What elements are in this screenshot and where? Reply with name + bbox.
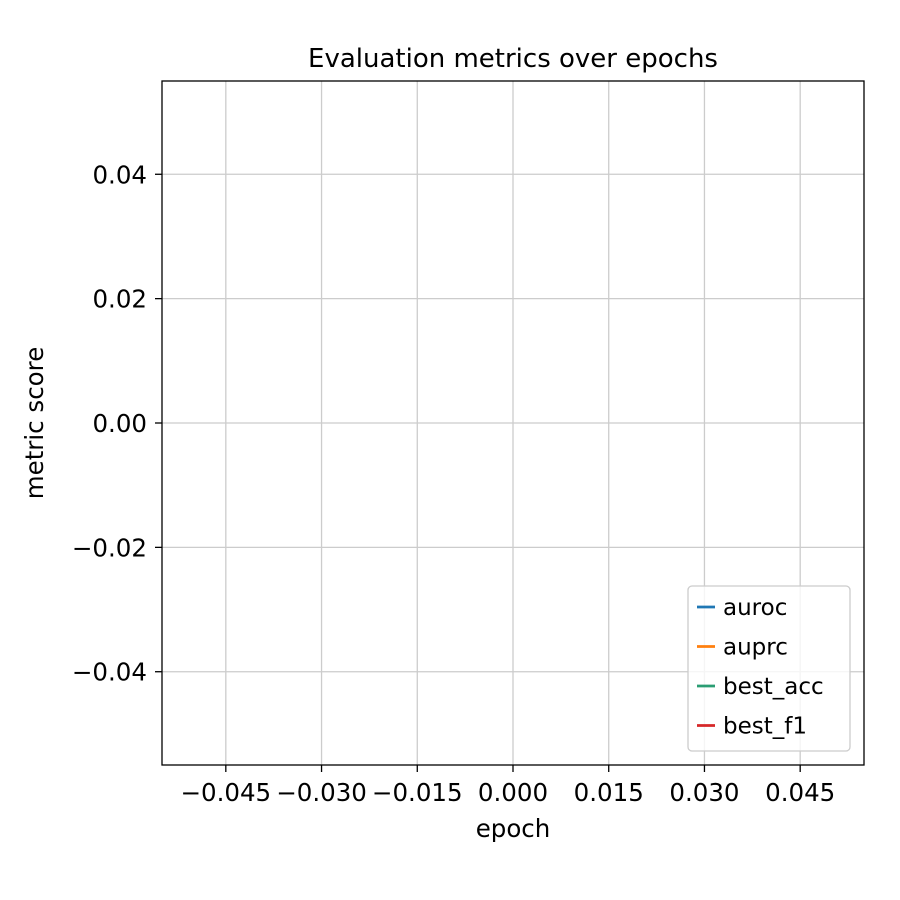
x-tick-label: −0.030 bbox=[276, 778, 367, 807]
chart-title: Evaluation metrics over epochs bbox=[308, 44, 718, 74]
legend-box bbox=[687, 585, 851, 752]
legend: auroc auprc best_acc best_f1 bbox=[687, 585, 851, 752]
y-tick-label: 0.00 bbox=[92, 409, 147, 438]
x-tick-label: 0.045 bbox=[765, 778, 835, 807]
grid-lines bbox=[162, 81, 864, 765]
x-tick-label: −0.015 bbox=[372, 778, 463, 807]
y-axis-label: metric score bbox=[20, 347, 49, 500]
legend-label-auroc: auroc bbox=[723, 595, 787, 621]
y-tick-label: 0.02 bbox=[92, 285, 147, 314]
y-tick-label: −0.02 bbox=[72, 533, 147, 562]
legend-label-auprc: auprc bbox=[723, 635, 788, 661]
x-tick-label: −0.045 bbox=[180, 778, 271, 807]
x-axis-label: epoch bbox=[476, 814, 551, 843]
x-tick-label: 0.030 bbox=[669, 778, 739, 807]
y-axis-ticks: 0.04 0.02 0.00 −0.02 −0.04 bbox=[72, 160, 162, 687]
legend-label-best_f1: best_f1 bbox=[723, 714, 807, 740]
y-tick-label: 0.04 bbox=[92, 160, 147, 189]
y-tick-label: −0.04 bbox=[72, 658, 147, 687]
x-tick-label: 0.015 bbox=[574, 778, 644, 807]
x-axis-ticks: −0.045 −0.030 −0.015 0.000 0.015 0.030 0.045 bbox=[180, 765, 835, 807]
legend-label-best_acc: best_acc bbox=[723, 674, 824, 700]
x-tick-label: 0.000 bbox=[478, 778, 548, 807]
